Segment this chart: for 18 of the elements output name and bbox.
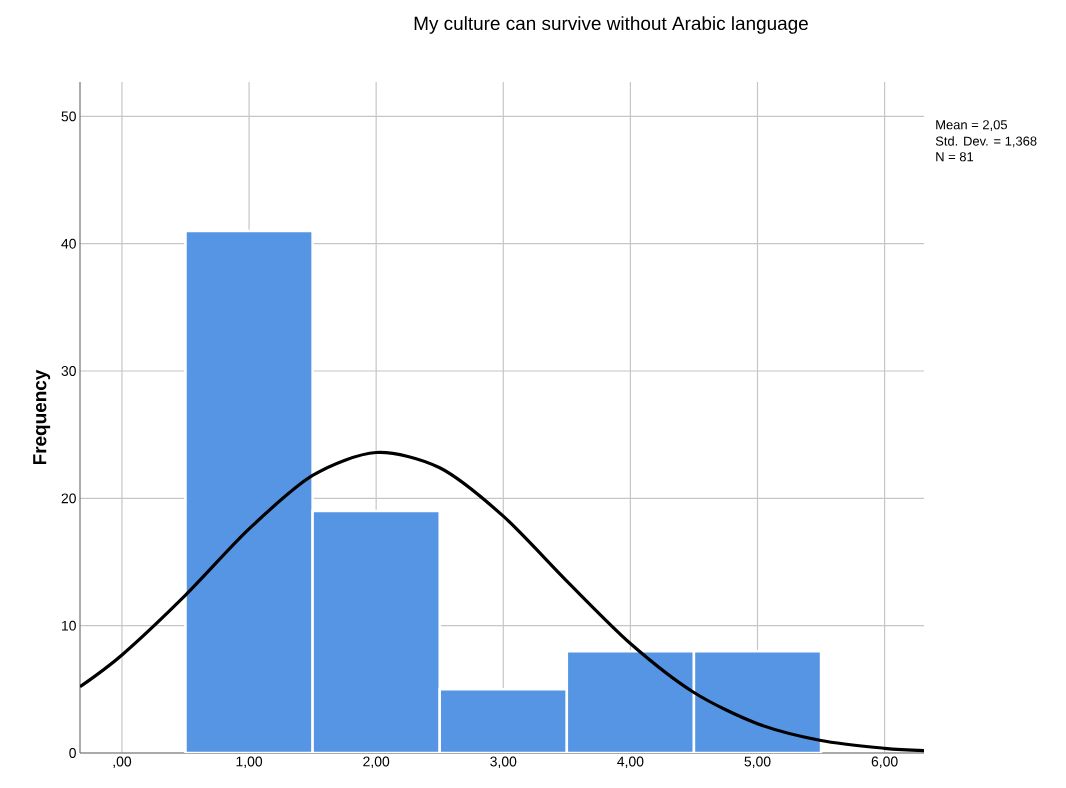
text: Mean = 2,05: [936, 120, 1008, 131]
x-tick-label: ,00: [113, 756, 132, 769]
y-tick-label: 40: [61, 238, 76, 249]
text: Std. Dev. = 1,368: [935, 136, 1037, 148]
x-tick-label: 4,00: [617, 756, 644, 769]
y-tick-label: 20: [61, 493, 76, 504]
x-tick-label: 3,00: [490, 756, 517, 769]
y-tick-label: 10: [62, 620, 76, 631]
x-tick-label: 5,00: [744, 756, 771, 769]
y-tick-label: 30: [61, 366, 76, 376]
y-tick-label: 0: [69, 748, 76, 758]
x-tick-label: 6,00: [871, 756, 898, 769]
y-tick-label: 50: [61, 111, 76, 122]
chart-title: My culture can survive without Arabic language: [414, 16, 808, 34]
x-tick-label: 2,00: [363, 756, 390, 769]
x-tick-label: 1,00: [236, 756, 263, 769]
y-axis-title: Frequency: [33, 369, 51, 465]
text: N = 81: [936, 152, 974, 162]
